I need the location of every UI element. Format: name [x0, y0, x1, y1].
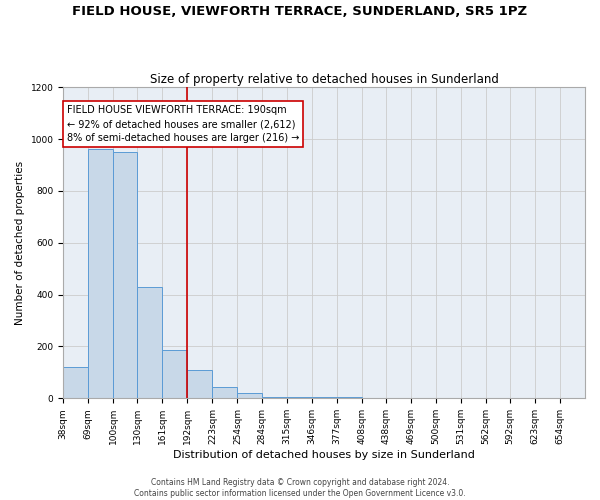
Text: FIELD HOUSE, VIEWFORTH TERRACE, SUNDERLAND, SR5 1PZ: FIELD HOUSE, VIEWFORTH TERRACE, SUNDERLA… — [73, 5, 527, 18]
Bar — [238, 393, 262, 398]
Bar — [113, 152, 137, 398]
Bar — [187, 370, 212, 398]
Bar — [311, 397, 337, 398]
Bar — [337, 397, 362, 398]
Title: Size of property relative to detached houses in Sunderland: Size of property relative to detached ho… — [150, 73, 499, 86]
Y-axis label: Number of detached properties: Number of detached properties — [15, 160, 25, 325]
Bar — [287, 397, 311, 398]
Bar — [88, 150, 113, 398]
Bar — [163, 350, 187, 399]
Bar — [63, 367, 88, 398]
Bar — [137, 287, 163, 399]
Bar — [212, 386, 238, 398]
Text: FIELD HOUSE VIEWFORTH TERRACE: 190sqm
← 92% of detached houses are smaller (2,61: FIELD HOUSE VIEWFORTH TERRACE: 190sqm ← … — [67, 106, 299, 144]
X-axis label: Distribution of detached houses by size in Sunderland: Distribution of detached houses by size … — [173, 450, 475, 460]
Bar — [262, 397, 287, 398]
Text: Contains HM Land Registry data © Crown copyright and database right 2024.
Contai: Contains HM Land Registry data © Crown c… — [134, 478, 466, 498]
